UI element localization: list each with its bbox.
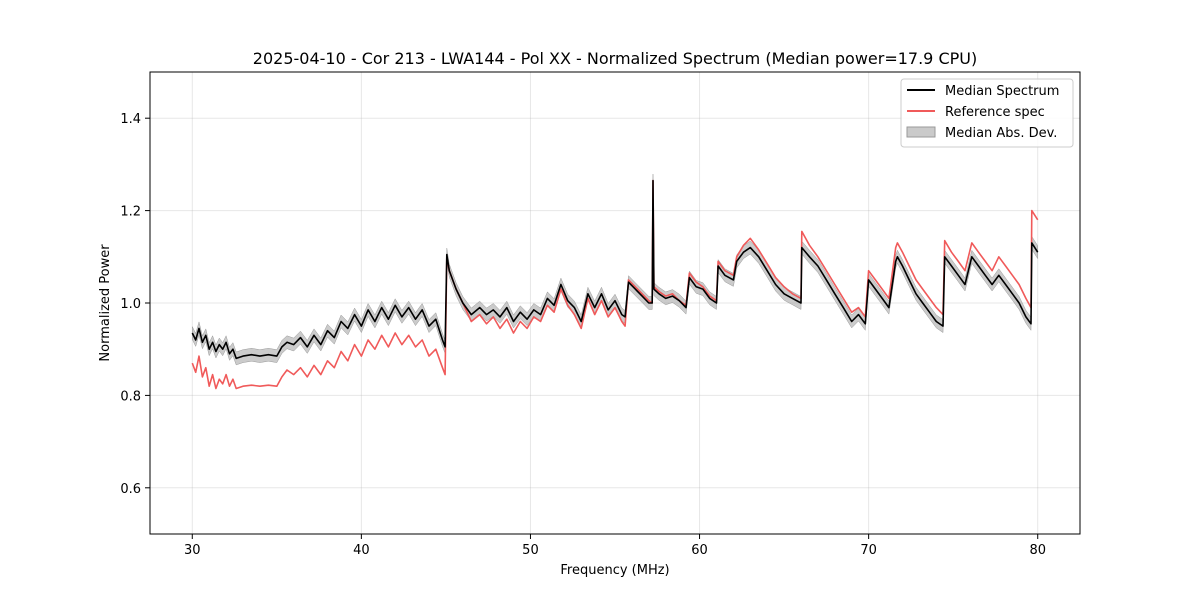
x-tick-label: 60 [691,543,708,558]
y-tick-label: 1.4 [120,112,141,127]
y-tick-label: 1.2 [120,205,141,220]
chart-title: 2025-04-10 - Cor 213 - LWA144 - Pol XX -… [253,49,977,68]
legend-frame [900,78,1074,148]
x-tick-label: 30 [184,543,201,558]
y-tick-label: 0.8 [120,389,141,404]
legend-median-label: Median Spectrum [945,84,1059,99]
x-tick-label: 80 [1029,543,1046,558]
legend: Median Spectrum Reference spec Median Ab… [900,78,1074,148]
x-tick-label: 70 [860,543,877,558]
mad-band [192,174,1038,366]
legend-mad-label: Median Abs. Dev. [945,126,1057,141]
y-tick-label: 1.0 [120,297,141,312]
y-ticks: 0.6 0.8 1.0 1.2 1.4 [120,112,150,497]
reference-spectrum-line [191,179,1039,390]
y-axis-label: Normalized Power [98,244,113,362]
mad-band-layer [192,174,1038,366]
legend-reference-label: Reference spec [945,105,1045,120]
y-tick-label: 0.6 [120,482,141,497]
reference-line-layer [191,179,1039,390]
x-tick-label: 50 [522,543,539,558]
median-line-layer [191,179,1039,360]
legend-mad-swatch [906,126,936,138]
x-tick-label: 40 [353,543,370,558]
median-spectrum-line [191,179,1039,360]
x-ticks: 30 40 50 60 70 80 [184,534,1046,558]
x-axis-label: Frequency (MHz) [560,563,669,578]
